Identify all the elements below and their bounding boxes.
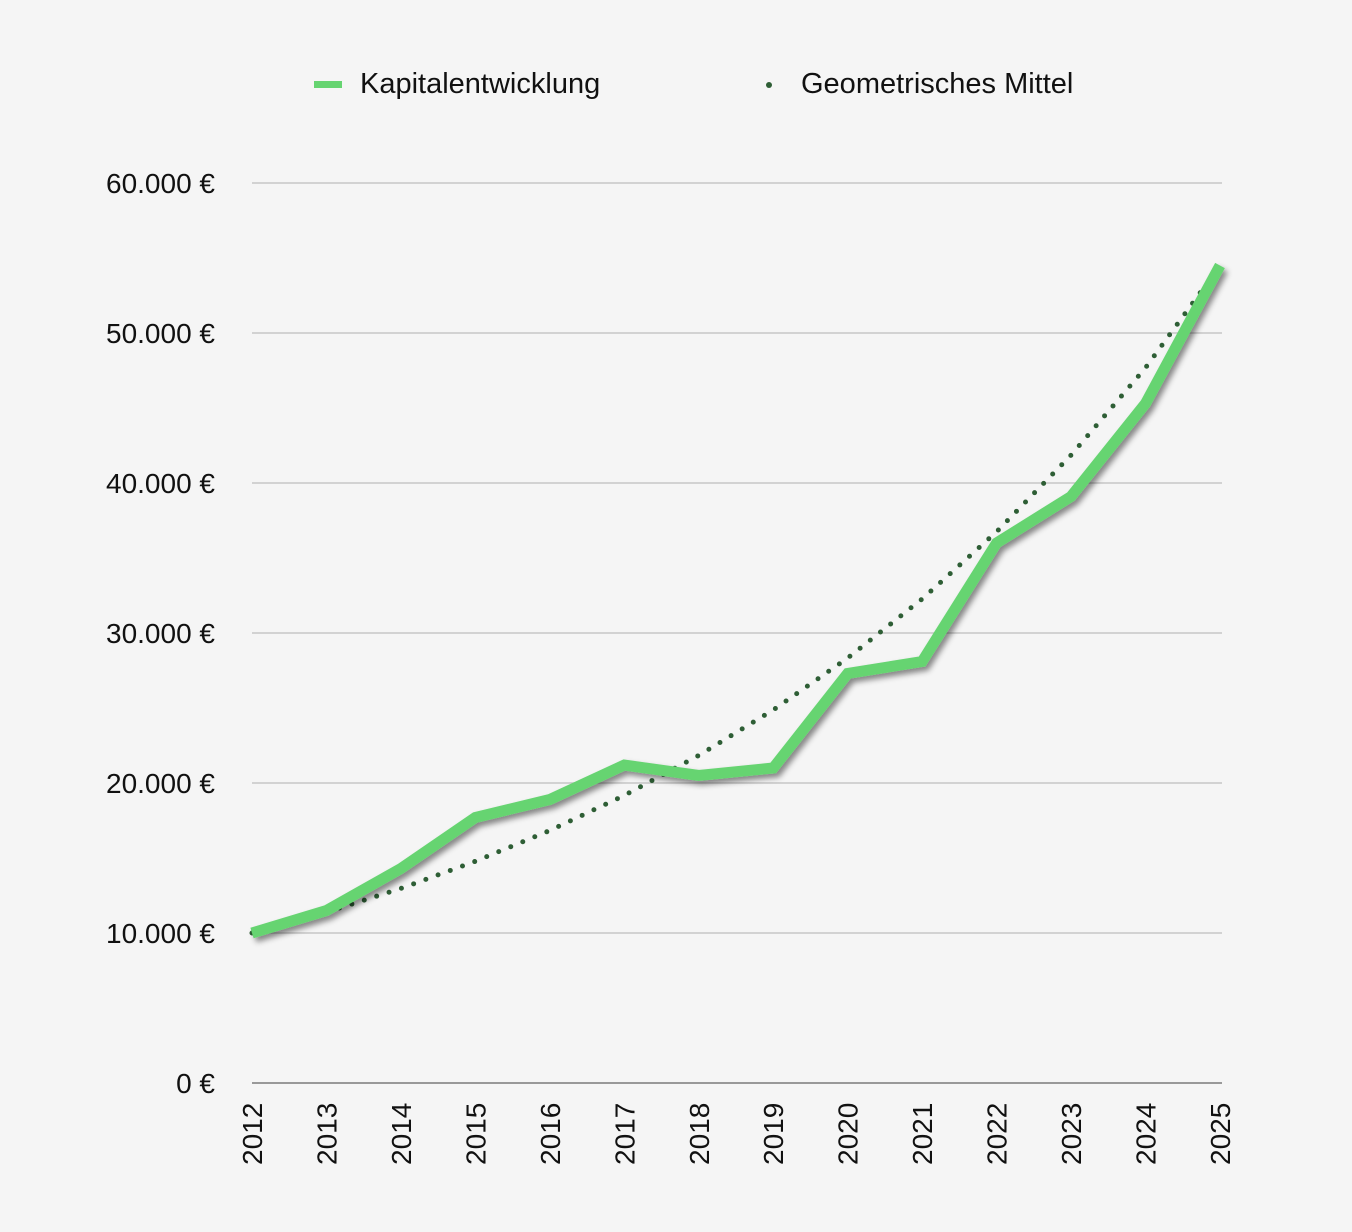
legend-label: Geometrisches Mittel [801, 68, 1074, 100]
series-geometrisches-mittel-line [249, 263, 1223, 936]
y-tick-label: 0 € [176, 1068, 215, 1099]
legend-item-geometrisches-mittel[interactable]: Geometrisches Mittel [755, 68, 1073, 101]
legend-label: Kapitalentwicklung [360, 68, 601, 100]
series-kapitalentwicklung-line [250, 262, 1225, 939]
legend-dot-swatch [766, 81, 772, 88]
x-tick-label: 2012 [237, 1103, 268, 1165]
x-tick-label: 2020 [833, 1103, 864, 1165]
x-tick-label: 2018 [684, 1103, 715, 1165]
y-tick-label: 40.000 € [106, 468, 215, 499]
x-tick-label: 2021 [907, 1103, 938, 1165]
x-tick-label: 2016 [535, 1103, 566, 1165]
legend: Kapitalentwicklung Geometrisches Mittel [0, 68, 1352, 108]
x-tick-label: 2024 [1131, 1103, 1162, 1165]
y-tick-label: 20.000 € [106, 768, 215, 799]
x-tick-label: 2017 [609, 1103, 640, 1165]
x-tick-label: 2022 [982, 1103, 1013, 1165]
y-tick-label: 10.000 € [106, 918, 215, 949]
legend-solid-line-swatch [314, 81, 342, 88]
x-tick-label: 2013 [311, 1103, 342, 1165]
y-tick-label: 30.000 € [106, 618, 215, 649]
x-tick-label: 2015 [460, 1103, 491, 1165]
y-tick-label: 60.000 € [106, 168, 215, 199]
x-tick-label: 2019 [758, 1103, 789, 1165]
x-tick-label: 2025 [1205, 1103, 1236, 1165]
y-tick-label: 50.000 € [106, 318, 215, 349]
legend-item-kapitalentwicklung[interactable]: Kapitalentwicklung [314, 68, 600, 101]
x-tick-label: 2014 [386, 1103, 417, 1165]
x-tick-label: 2023 [1056, 1103, 1087, 1165]
